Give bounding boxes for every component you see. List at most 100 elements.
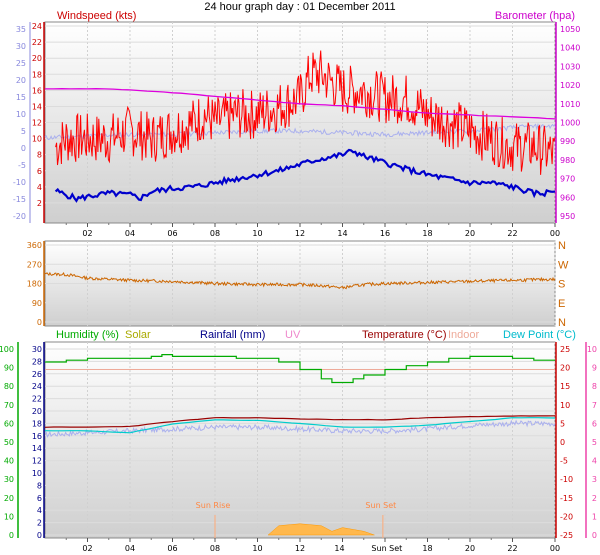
humidity-tick-label: 90: [4, 364, 14, 373]
rain-tick-label: 30: [32, 345, 42, 354]
rain-tick-label: 14: [32, 444, 42, 453]
temperature-raw-line: [44, 419, 556, 438]
baro-tick-label: 1020: [560, 81, 580, 90]
wind-tick-label: 6: [37, 167, 42, 176]
temp-tick-label: 10: [16, 110, 26, 119]
temp-tick-label: -10: [13, 178, 26, 187]
dew-point-line: [44, 417, 556, 434]
sunset-label: Sun Set: [365, 501, 396, 510]
chart-title: 24 hour graph day : 01 December 2011: [204, 1, 395, 13]
x-tick-label: 04: [125, 544, 135, 553]
x-tick-label: 06: [167, 544, 177, 553]
baro-tick-label: 990: [560, 137, 575, 146]
x-tick-label: 06: [167, 229, 177, 238]
humidity-tick-label: 50: [4, 438, 14, 447]
wind-tick-label: 20: [32, 54, 42, 63]
uv-tick-label: 0: [592, 531, 597, 540]
temp-tick-label: -25: [560, 531, 573, 540]
humidity-tick-label: 10: [4, 512, 14, 521]
temp-tick-label: 20: [16, 76, 26, 85]
temp-tick-label: 15: [560, 382, 570, 391]
baro-tick-label: 970: [560, 175, 575, 184]
windspeed-legend: Windspeed (kts): [57, 10, 136, 22]
x-tick-label: 20: [465, 229, 475, 238]
x-tick-label: 00: [550, 544, 560, 553]
humidity-tick-label: 100: [0, 345, 14, 354]
multi-panel: Humidity (%) Solar Rainfall (mm) UV Temperat…: [0, 329, 597, 553]
wind-direction-line: [44, 271, 556, 290]
temp-tick-label: -5: [560, 457, 568, 466]
wind-tick-label: 16: [32, 86, 42, 95]
solar-area: [267, 523, 375, 536]
baro-tick-label: 1000: [560, 119, 580, 128]
baro-tick-label: 950: [560, 212, 575, 221]
humidity-tick-label: 0: [9, 531, 14, 540]
sunset-axis-label: Sun Set: [371, 544, 402, 553]
sunrise-label: Sun Rise: [196, 501, 231, 510]
direction-tick-label: 180: [27, 280, 42, 289]
temp-tick-label: -15: [13, 195, 26, 204]
rain-tick-label: 0: [37, 531, 42, 540]
x-tick-label: 16: [380, 229, 390, 238]
rain-tick-label: 8: [37, 481, 42, 490]
baro-tick-label: 1010: [560, 100, 580, 109]
uv-tick-label: 10: [587, 345, 597, 354]
rain-tick-label: 20: [32, 407, 42, 416]
rain-tick-label: 4: [37, 506, 42, 515]
uv-tick-label: 5: [592, 438, 597, 447]
wind-tick-label: 14: [32, 102, 42, 111]
barometer-line: [45, 88, 556, 120]
legend-item: Indoor: [448, 329, 480, 341]
x-tick-label: 12: [295, 544, 305, 553]
rain-tick-label: 26: [32, 370, 42, 379]
baro-tick-label: 1040: [560, 44, 580, 53]
temp-tick-label: 25: [560, 345, 570, 354]
legend-item: UV: [285, 329, 301, 341]
temp-tick-label: 25: [16, 59, 26, 68]
uv-tick-label: 2: [592, 494, 597, 503]
x-tick-label: 02: [82, 544, 92, 553]
x-tick-label: 22: [507, 544, 517, 553]
temp-tick-label: -20: [560, 512, 573, 521]
compass-label: W: [558, 259, 569, 271]
x-tick-label: 14: [337, 229, 347, 238]
temperature-line: [44, 415, 556, 428]
x-tick-label: 22: [507, 229, 517, 238]
temp-tick-label: 5: [560, 419, 565, 428]
rain-tick-label: 10: [32, 469, 42, 478]
compass-label: E: [558, 298, 565, 310]
baro-tick-label: 980: [560, 156, 575, 165]
humidity-tick-label: 60: [4, 419, 14, 428]
temp-tick-label: 15: [16, 93, 26, 102]
wind-tick-label: 22: [32, 38, 42, 47]
rain-tick-label: 2: [37, 519, 42, 528]
legend-item: Dew Point (°C): [503, 329, 576, 341]
compass-label: S: [558, 279, 565, 291]
wind-tick-label: 10: [32, 135, 42, 144]
x-tick-label: 08: [210, 229, 220, 238]
humidity-tick-label: 30: [4, 475, 14, 484]
x-tick-label: 08: [210, 544, 220, 553]
compass-label: N: [558, 317, 566, 329]
x-tick-label: 12: [295, 229, 305, 238]
rain-tick-label: 24: [32, 382, 42, 391]
rain-tick-label: 22: [32, 395, 42, 404]
legend-item: Solar: [125, 329, 151, 341]
uv-tick-label: 6: [592, 419, 597, 428]
direction-tick-label: 0: [37, 318, 42, 327]
x-tick-label: 20: [465, 544, 475, 553]
wind-tick-label: 2: [37, 199, 42, 208]
temp-tick-label: 10: [560, 401, 570, 410]
x-tick-label: 02: [82, 229, 92, 238]
legend-item: Temperature (°C): [362, 329, 446, 341]
temp-tick-label: 0: [560, 438, 565, 447]
humidity-tick-label: 40: [4, 457, 14, 466]
wind-baro-panel: Windspeed (kts) Barometer (hpa) 02 04 06 08…: [13, 10, 580, 238]
temp-tick-label: 5: [21, 127, 26, 136]
direction-tick-label: 90: [32, 299, 42, 308]
x-tick-label: 18: [422, 229, 432, 238]
temp-tick-label: 20: [560, 364, 570, 373]
direction-tick-label: 270: [27, 260, 42, 269]
humidity-tick-label: 70: [4, 401, 14, 410]
